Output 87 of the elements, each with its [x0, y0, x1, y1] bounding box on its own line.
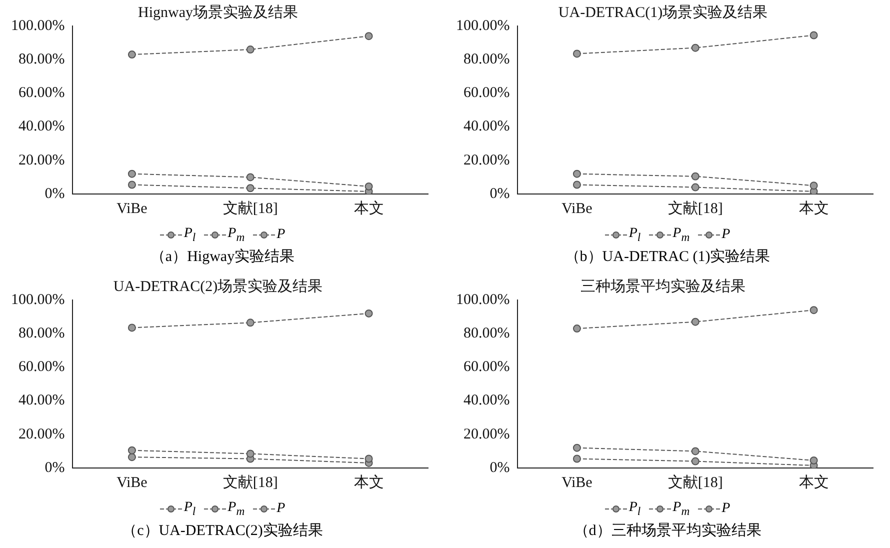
y-tick-label: 80.00%	[18, 52, 64, 68]
point	[809, 31, 818, 40]
x-tick-label: 本文	[798, 474, 828, 491]
chart-title: Hignway场景实验及结果	[138, 4, 298, 21]
x-tick-label: 文献[18]	[667, 200, 722, 217]
x-tick-label: ViBe	[116, 200, 148, 217]
y-tick-label: 40.00%	[462, 118, 510, 135]
y-tick-label: 100.00%	[10, 292, 64, 308]
point	[809, 182, 818, 190]
y-tick-label: 0%	[44, 460, 64, 476]
y-tick-label: 20.00%	[18, 426, 64, 442]
y-tick-label: 40.00%	[18, 118, 64, 135]
x-tick-label: 本文	[353, 474, 384, 491]
text: （c）UA-DETRAC(2)实验结果	[122, 522, 323, 541]
point	[572, 180, 580, 189]
point	[809, 456, 818, 464]
point	[572, 170, 580, 178]
text: （d）三种场景平均实验结果	[574, 522, 762, 541]
y-tick-label: 80.00%	[18, 326, 64, 342]
x-tick-label: ViBe	[561, 200, 592, 217]
point	[246, 318, 254, 327]
point	[246, 46, 254, 54]
y-tick-label: 0%	[489, 460, 510, 476]
y-tick-label: 80.00%	[462, 326, 510, 342]
point	[572, 454, 580, 463]
legend-label: P$_{m}$	[228, 500, 245, 518]
point	[690, 44, 699, 52]
x-tick-label: ViBe	[561, 474, 592, 491]
chart-title: UA-DETRAC(2)场景实验及结果	[112, 278, 322, 295]
point	[690, 318, 699, 326]
y-tick-label: 20.00%	[18, 152, 64, 168]
x-tick-label: 本文	[353, 200, 384, 217]
legend-label: P$_{m}$	[672, 500, 690, 518]
y-tick-label: 20.00%	[462, 426, 510, 442]
y-tick-label: 100.00%	[455, 18, 510, 34]
y-tick-label: 0%	[489, 186, 510, 202]
point	[246, 450, 254, 458]
y-tick-label: 40.00%	[462, 392, 510, 409]
point	[690, 447, 699, 456]
chart-title: UA-DETRAC(1)场景实验及结果	[558, 4, 768, 21]
text: （a）Higway实验结果	[150, 248, 295, 267]
text: （b）UA-DETRAC (1)实验结果	[564, 248, 770, 267]
y-tick-label: 0%	[44, 186, 64, 202]
point	[572, 324, 580, 333]
y-tick-label: 60.00%	[18, 85, 64, 102]
x-tick-label: 文献[18]	[222, 200, 278, 217]
chart-title: 三种场景平均实验及结果	[580, 278, 745, 295]
point	[127, 446, 136, 454]
point	[127, 180, 136, 189]
point	[572, 444, 580, 452]
y-tick-label: 80.00%	[462, 52, 510, 68]
y-tick-label: 60.00%	[462, 359, 510, 376]
point	[127, 324, 136, 332]
x-tick-label: 文献[18]	[222, 474, 278, 491]
point	[809, 306, 818, 314]
point	[690, 183, 699, 192]
legend-label: P$_{m}$	[228, 226, 245, 244]
y-tick-label: 100.00%	[10, 18, 64, 34]
legend-label: P$_{l}$	[628, 500, 641, 518]
legend-label: P$_{l}$	[628, 226, 641, 244]
legend-label: P	[722, 501, 730, 517]
point	[690, 172, 699, 180]
legend-label: P$_{l}$	[184, 226, 196, 244]
point	[127, 50, 136, 59]
point	[364, 309, 372, 318]
y-tick-label: 100.00%	[455, 292, 510, 308]
point	[246, 184, 254, 192]
x-tick-label: 文献[18]	[667, 474, 722, 491]
y-tick-label: 60.00%	[462, 85, 510, 102]
point	[246, 173, 254, 182]
point	[572, 50, 580, 58]
point	[364, 182, 372, 190]
point	[127, 170, 136, 178]
y-tick-label: 60.00%	[18, 359, 64, 376]
x-tick-label: ViBe	[116, 474, 148, 491]
point	[127, 453, 136, 462]
legend-label: P$_{l}$	[184, 500, 196, 518]
point	[364, 454, 372, 463]
x-tick-label: 本文	[798, 200, 828, 217]
y-tick-label: 40.00%	[18, 392, 64, 409]
legend-label: P	[722, 227, 730, 243]
legend-label: P$_{m}$	[672, 226, 690, 244]
legend-label: P	[276, 501, 286, 517]
point	[364, 32, 372, 40]
y-tick-label: 20.00%	[462, 152, 510, 168]
point	[690, 457, 699, 466]
legend-label: P	[276, 227, 286, 243]
